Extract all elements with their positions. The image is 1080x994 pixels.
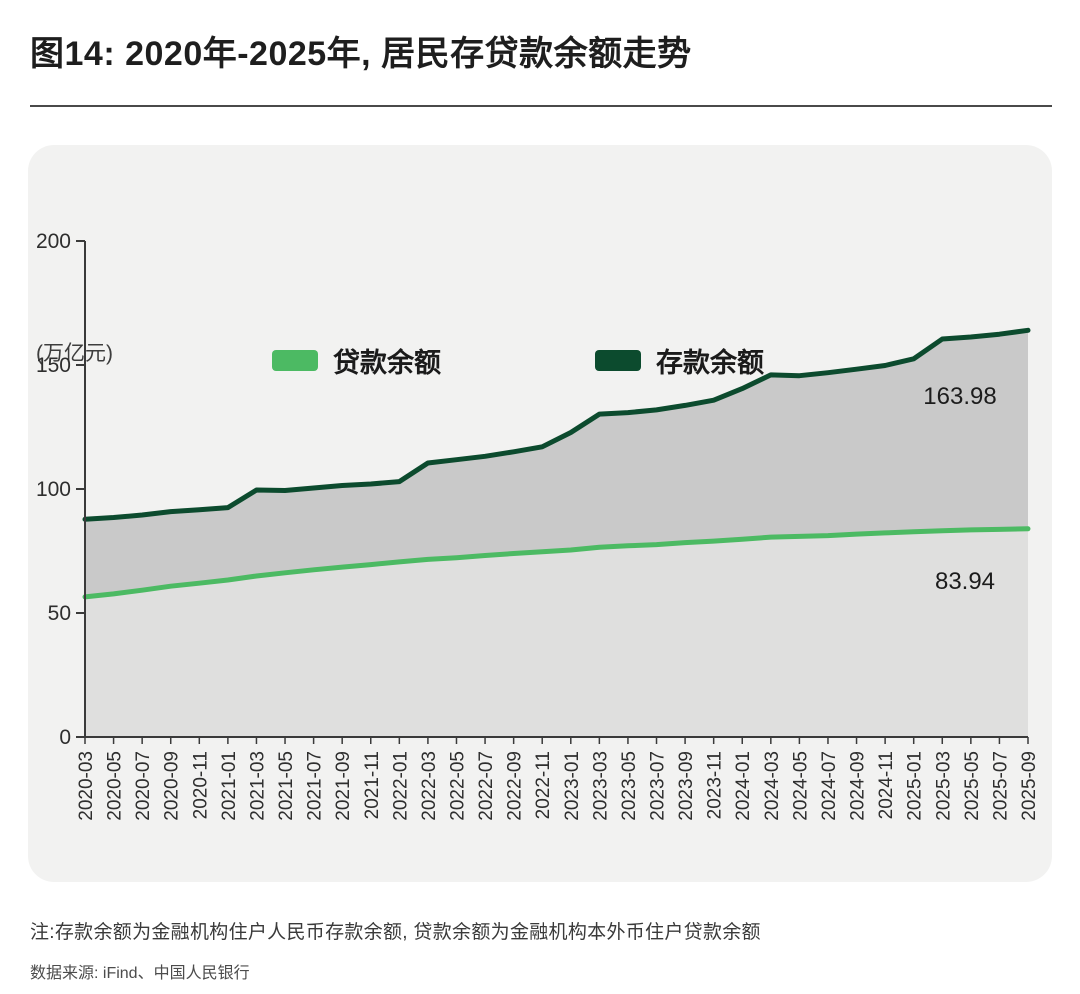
x-axis-tick-label: 2022-03 — [419, 751, 440, 821]
x-axis-tick-label: 2022-09 — [505, 751, 526, 821]
x-axis-tick-label: 2021-07 — [305, 751, 326, 821]
deposit-legend-label: 存款余额 — [656, 348, 764, 378]
x-axis-tick-label: 2024-01 — [733, 751, 754, 821]
data-source: 数据来源: iFind、中国人民银行 — [30, 965, 250, 982]
x-axis-tick-label: 2020-05 — [105, 751, 126, 821]
x-axis-tick-label: 2021-03 — [247, 751, 268, 821]
title-divider — [30, 105, 1052, 107]
x-axis-tick-label: 2021-01 — [219, 751, 240, 821]
chart-card: (万亿元) 贷款余额 存款余额 0 50 100 150 200 2020-03 2020-… — [28, 145, 1052, 882]
x-axis-tick-label: 2025-09 — [1019, 751, 1040, 821]
page-title: 图14: 2020年-2025年, 居民存贷款余额走势 — [30, 35, 692, 73]
x-axis-tick-label: 2021-09 — [333, 751, 354, 821]
x-axis-tick-label: 2023-05 — [619, 751, 640, 821]
deposit-loan-band-fill — [85, 330, 1028, 597]
loan-line — [82, 526, 1031, 600]
y-axis-tick-label: 200 — [36, 230, 71, 253]
x-axis-tick-label: 2023-03 — [590, 751, 611, 821]
x-axis-tick-label: 2022-01 — [390, 751, 411, 821]
y-axis-tick-label: 0 — [59, 726, 71, 749]
x-axis-tick-label: 2024-03 — [762, 751, 783, 821]
x-axis-tick-label: 2020-09 — [162, 751, 183, 821]
y-axis-tick-label: 150 — [36, 354, 71, 377]
y-axis-unit-label: (万亿元) — [36, 342, 113, 365]
loan-area-fill — [85, 528, 1028, 737]
x-axis-tick-label: 2025-01 — [905, 751, 926, 821]
x-axis-tick-label: 2022-07 — [476, 751, 497, 821]
y-axis-tick-label: 50 — [48, 602, 71, 625]
x-axis-tick-label: 2023-07 — [648, 751, 669, 821]
x-axis-tick-label: 2024-11 — [876, 751, 897, 819]
x-axis-tick-label: 2024-07 — [819, 751, 840, 821]
x-axis-tick-label: 2020-11 — [190, 751, 211, 819]
deposit-legend-swatch — [595, 350, 641, 371]
x-axis-tick-label: 2023-11 — [705, 751, 726, 819]
x-axis-tick-label: 2025-03 — [933, 751, 954, 821]
x-axis-tick-label: 2024-05 — [790, 751, 811, 821]
loan-legend-label: 贷款余额 — [333, 348, 441, 378]
x-axis-tick-label: 2022-11 — [533, 751, 554, 819]
x-axis-tick-label: 2022-05 — [447, 751, 468, 821]
x-axis-tick-label: 2023-01 — [562, 751, 583, 821]
legend-item-deposit: 存款余额 — [595, 341, 764, 380]
x-axis-tick-label: 2020-03 — [76, 751, 97, 821]
y-axis-tick-label: 100 — [36, 478, 71, 501]
legend-item-loan: 贷款余额 — [272, 341, 441, 380]
loan-end-value: 83.94 — [934, 568, 996, 595]
x-axis-tick-label: 2023-09 — [676, 751, 697, 821]
deposit-line — [82, 327, 1031, 522]
chart-note: 注:存款余额为金融机构住户人民币存款余额, 贷款余额为金融机构本外币住户贷款余额 — [30, 922, 761, 943]
x-axis-tick-label: 2025-07 — [990, 751, 1011, 821]
deposit-end-value: 163.98 — [923, 383, 997, 410]
x-axis-tick-label: 2024-09 — [848, 751, 869, 821]
x-axis-tick-label: 2021-11 — [362, 751, 383, 819]
loan-legend-swatch — [272, 350, 318, 371]
x-axis-tick-label: 2025-05 — [962, 751, 983, 821]
x-axis-tick-label: 2021-05 — [276, 751, 297, 821]
x-axis-tick-label: 2020-07 — [133, 751, 154, 821]
trend-chart: 0 50 100 150 200 2020-03 2020-05 2020-07 2020-09… — [36, 230, 1040, 821]
